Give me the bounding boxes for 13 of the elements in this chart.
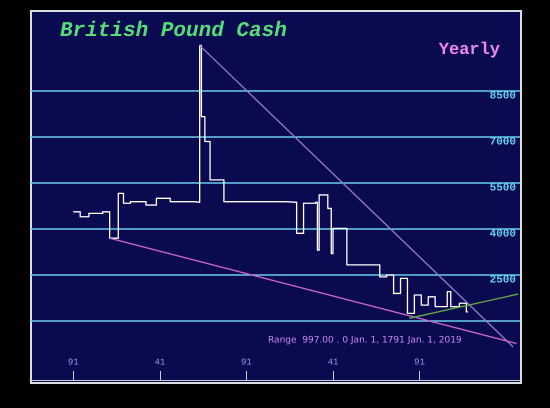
- x-tick-label: 91: [414, 358, 425, 368]
- y-tick-label: 8500: [490, 90, 516, 102]
- x-tick-label: 91: [241, 358, 252, 368]
- chart-title: British Pound Cash: [60, 20, 287, 43]
- y-tick-label: 4000: [490, 228, 516, 240]
- y-tick-label: 5500: [490, 182, 516, 194]
- annotation: Range 997.00 . 0 Jan. 1, 1791 Jan. 1, 2019: [268, 336, 462, 346]
- x-tick-label: 91: [68, 358, 79, 368]
- y-tick-label: 2500: [490, 274, 516, 287]
- x-tick-label: 41: [154, 358, 166, 368]
- annotation: Yearly: [438, 41, 500, 60]
- x-tick-label: 41: [328, 358, 338, 368]
- y-tick-label: 7000: [490, 136, 516, 148]
